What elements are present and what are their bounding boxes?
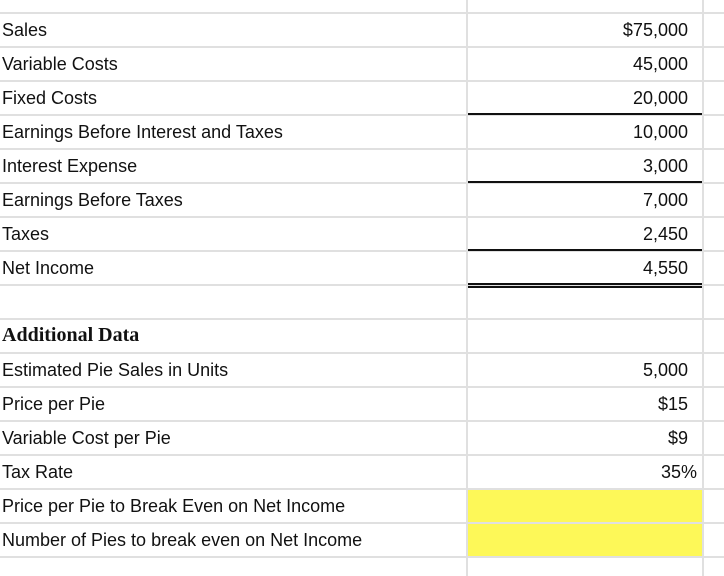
row-break-even-units[interactable]: Number of Pies to break even on Net Inco… <box>0 524 724 558</box>
label-cell[interactable]: Earnings Before Taxes <box>2 190 183 210</box>
section-heading[interactable]: Additional Data <box>2 324 140 346</box>
row-additional-data-heading[interactable]: Additional Data <box>0 320 724 354</box>
answer-cell-break-even-units[interactable] <box>468 524 702 556</box>
label-cell[interactable]: Net Income <box>2 258 95 278</box>
row-ebit[interactable]: Earnings Before Interest and Taxes 10,00… <box>0 116 724 150</box>
row-sales[interactable]: Sales $75,000 <box>0 14 724 48</box>
empty-row[interactable] <box>0 286 724 320</box>
label-cell[interactable]: Taxes <box>2 224 50 244</box>
row-variable-costs[interactable]: Variable Costs 45,000 <box>0 48 724 82</box>
value-cell[interactable]: 10,000 <box>632 122 688 142</box>
label-cell[interactable]: Sales <box>2 20 48 40</box>
value-cell[interactable]: $9 <box>667 428 688 448</box>
row-tax-rate[interactable]: Tax Rate 35% <box>0 456 724 490</box>
row-taxes[interactable]: Taxes 2,450 <box>0 218 724 252</box>
subtotal-underline <box>468 113 702 115</box>
row-variable-cost-per-pie[interactable]: Variable Cost per Pie $9 <box>0 422 724 456</box>
value-cell[interactable]: $75,000 <box>622 20 688 40</box>
label-cell[interactable]: Estimated Pie Sales in Units <box>2 360 229 380</box>
subtotal-underline <box>468 249 702 251</box>
value-cell[interactable]: 35% <box>660 462 697 482</box>
label-cell[interactable]: Variable Cost per Pie <box>2 428 171 448</box>
column-gridline <box>702 0 704 576</box>
value-cell[interactable]: 45,000 <box>632 54 688 74</box>
label-cell[interactable]: Number of Pies to break even on Net Inco… <box>2 530 363 550</box>
value-cell[interactable]: 4,550 <box>642 258 688 278</box>
label-cell[interactable]: Price per Pie <box>2 394 106 414</box>
value-cell[interactable]: 5,000 <box>642 360 688 380</box>
subtotal-underline <box>468 181 702 183</box>
row-ebt[interactable]: Earnings Before Taxes 7,000 <box>0 184 724 218</box>
label-cell[interactable]: Price per Pie to Break Even on Net Incom… <box>2 496 346 516</box>
value-cell[interactable]: 2,450 <box>642 224 688 244</box>
column-gridline <box>466 0 468 576</box>
empty-row <box>0 0 724 14</box>
value-cell[interactable]: 20,000 <box>632 88 688 108</box>
row-interest-expense[interactable]: Interest Expense 3,000 <box>0 150 724 184</box>
label-cell[interactable]: Interest Expense <box>2 156 138 176</box>
row-estimated-pie-sales[interactable]: Estimated Pie Sales in Units 5,000 <box>0 354 724 388</box>
value-cell[interactable]: 7,000 <box>642 190 688 210</box>
row-price-per-pie[interactable]: Price per Pie $15 <box>0 388 724 422</box>
total-double-underline <box>468 283 702 288</box>
row-break-even-price[interactable]: Price per Pie to Break Even on Net Incom… <box>0 490 724 524</box>
value-cell[interactable]: $15 <box>657 394 688 414</box>
label-cell[interactable]: Tax Rate <box>2 462 74 482</box>
label-cell[interactable]: Earnings Before Interest and Taxes <box>2 122 283 142</box>
label-cell[interactable]: Variable Costs <box>2 54 118 74</box>
value-cell[interactable]: 3,000 <box>642 156 688 176</box>
row-net-income[interactable]: Net Income 4,550 <box>0 252 724 286</box>
label-cell[interactable]: Fixed Costs <box>2 88 98 108</box>
row-fixed-costs[interactable]: Fixed Costs 20,000 <box>0 82 724 116</box>
answer-cell-break-even-price[interactable] <box>468 490 702 522</box>
